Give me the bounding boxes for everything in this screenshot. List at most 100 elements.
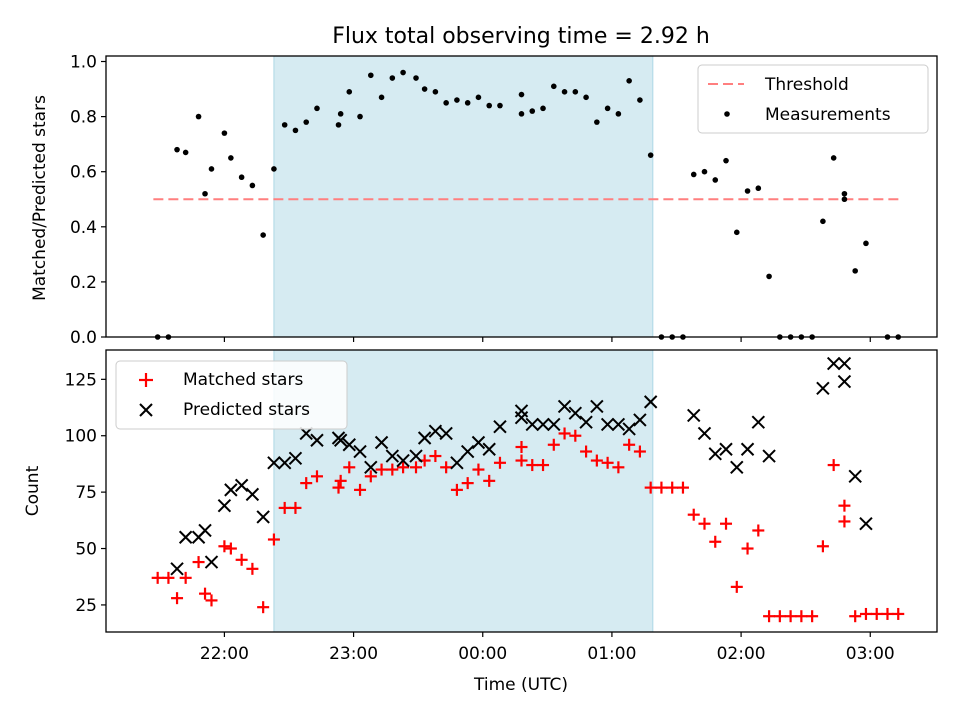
- measurement-point-14: [292, 127, 299, 134]
- matched-point-30: [461, 477, 474, 490]
- x-tick-label-4: 02:00: [717, 644, 766, 664]
- legend-matched-swatch: [139, 373, 153, 387]
- measurement-point-35: [518, 111, 525, 117]
- matched-point-46: [633, 445, 646, 458]
- measurement-point-23: [389, 75, 396, 81]
- predicted-point-55: [826, 356, 841, 371]
- predicted-point-9: [256, 510, 270, 524]
- matched-point-53: [709, 535, 722, 548]
- predicted-point-44: [633, 413, 647, 427]
- measurement-point-30: [464, 100, 471, 106]
- predicted-point-42: [611, 417, 626, 432]
- predicted-point-38: [568, 406, 583, 420]
- predicted-point-21: [385, 449, 400, 463]
- measurement-point-27: [432, 89, 439, 95]
- predicted-point-20: [374, 435, 389, 450]
- predicted-point-46: [687, 408, 701, 423]
- top-tick-group: 0.0 0.2 0.4 0.6 0.8 1.0: [70, 53, 871, 348]
- bottom-y-tick-label-2: 75: [75, 483, 97, 503]
- measurement-point-45: [626, 77, 632, 84]
- predicted-point-37: [557, 399, 572, 414]
- measurement-point-47: [647, 152, 654, 158]
- matched-point-45: [623, 438, 636, 451]
- measurement-point-34: [518, 91, 525, 98]
- predicted-point-7: [234, 478, 249, 493]
- matched-point-21: [364, 470, 377, 483]
- matched-point-32: [483, 474, 496, 487]
- matched-point-18: [334, 474, 347, 487]
- predicted-point-30: [482, 442, 496, 456]
- predicted-point-0: [170, 562, 184, 576]
- matched-point-6: [205, 594, 218, 607]
- matched-point-8: [224, 542, 237, 555]
- bottom-axes-frame: [105, 349, 938, 633]
- predicted-point-28: [460, 444, 475, 459]
- matched-point-0: [151, 571, 164, 584]
- predicted-point-24: [417, 431, 432, 445]
- matched-point-42: [590, 454, 603, 467]
- predicted-point-39: [579, 415, 593, 429]
- matched-point-9: [235, 553, 248, 566]
- measurement-point-51: [690, 171, 697, 178]
- measurement-point-17: [335, 122, 342, 128]
- matched-point-29: [450, 483, 463, 496]
- matched-point-35: [515, 454, 528, 467]
- bottom-y-tick-label-1: 50: [75, 540, 97, 560]
- measurement-point-58: [766, 273, 772, 280]
- predicted-point-4: [204, 555, 219, 569]
- measurement-point-7: [221, 130, 228, 136]
- predicted-point-16: [333, 433, 348, 447]
- measurement-point-28: [443, 100, 449, 106]
- predicted-point-43: [622, 422, 636, 436]
- measurement-point-29: [454, 97, 460, 103]
- predicted-point-25: [428, 424, 443, 438]
- matched-point-65: [838, 499, 851, 512]
- predicted-point-41: [600, 417, 615, 432]
- measurement-point-12: [271, 166, 277, 172]
- measurement-point-25: [413, 75, 419, 81]
- measurement-point-52: [701, 168, 708, 175]
- matched-point-38: [547, 438, 560, 451]
- matched-point-4: [192, 556, 205, 569]
- measurement-point-38: [550, 83, 557, 90]
- matched-point-23: [386, 463, 399, 476]
- x-tick-label-2: 00:00: [458, 644, 507, 664]
- legend-matched-label: Matched stars: [183, 370, 303, 390]
- top-axes-frame: [105, 55, 938, 338]
- measurement-point-9: [238, 174, 245, 181]
- matched-point-57: [752, 524, 765, 537]
- measurement-point-41: [583, 94, 589, 101]
- x-tick-label-0: 22:00: [200, 644, 249, 664]
- measurement-point-46: [637, 97, 643, 103]
- measurement-point-3: [182, 149, 189, 156]
- legend-predicted-swatch: [139, 403, 153, 417]
- matched-point-39: [558, 427, 571, 440]
- legend-predicted-label: Predicted stars: [183, 400, 310, 420]
- predicted-point-47: [697, 426, 712, 441]
- predicted-point-50: [730, 460, 744, 475]
- matched-point-11: [257, 601, 270, 614]
- measurement-point-65: [841, 190, 848, 197]
- matched-point-31: [472, 463, 485, 476]
- measurement-point-40: [572, 89, 579, 95]
- top-y-tick-label-3: 0.6: [70, 163, 97, 183]
- matched-point-36: [526, 459, 539, 472]
- top-y-tick-label-2: 0.4: [70, 218, 97, 238]
- predicted-point-53: [762, 449, 776, 463]
- matched-point-19: [343, 461, 356, 474]
- predicted-point-19: [364, 460, 378, 475]
- matched-point-60: [784, 610, 797, 623]
- top-legend: Threshold Measurements: [697, 64, 929, 134]
- measurement-point-67: [852, 268, 858, 274]
- measurement-point-31: [475, 94, 482, 101]
- matched-point-3: [179, 571, 192, 584]
- predicted-point-49: [719, 442, 733, 456]
- matched-point-27: [429, 450, 442, 463]
- measurement-point-22: [378, 94, 385, 101]
- matched-point-54: [720, 517, 733, 530]
- measurement-point-19: [346, 89, 353, 95]
- matched-point-63: [816, 540, 829, 553]
- legend-threshold-label: Threshold: [764, 75, 849, 95]
- bottom-legend-box: [115, 360, 348, 430]
